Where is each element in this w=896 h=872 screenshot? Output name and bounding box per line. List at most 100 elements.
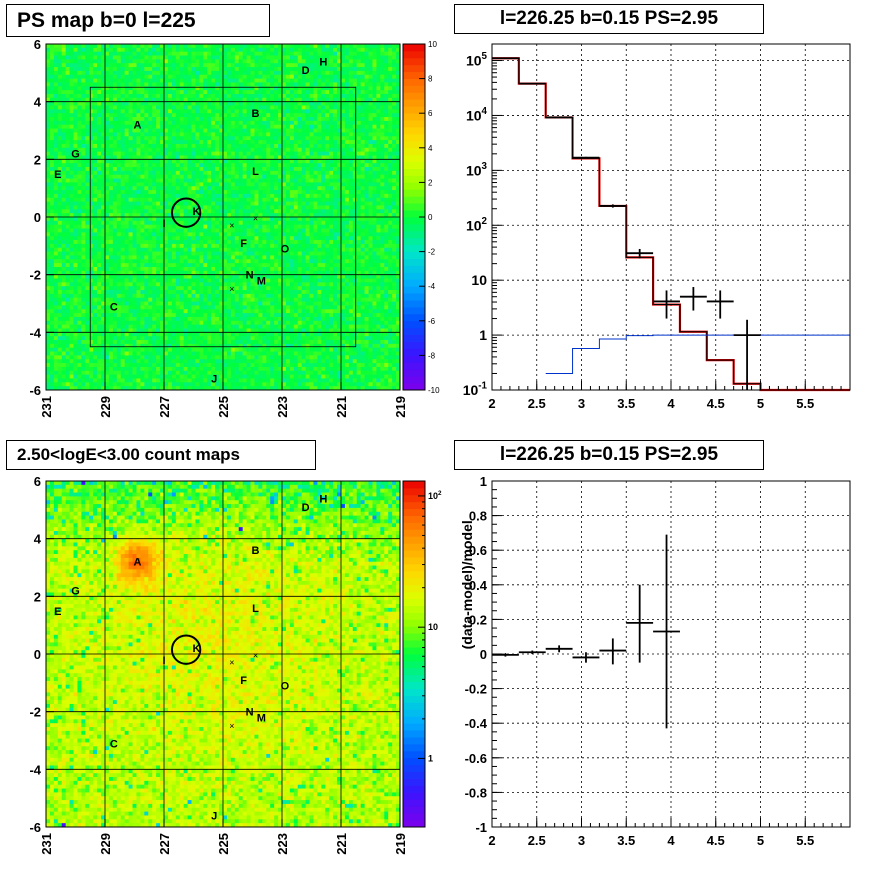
x-tick-label: 5.5	[796, 833, 814, 848]
y-tick-label: 2	[34, 589, 41, 604]
ps-map-colorbar: 10 8 6 4 2 0 -2 -4 -6 -8 -10	[402, 40, 440, 395]
y-tick-label: 4	[34, 95, 42, 110]
x-tick-label: 221	[334, 396, 349, 418]
colorbar-tick-label: 10	[428, 40, 437, 49]
y-tick-label: -0.4	[465, 716, 488, 731]
source-label-E: E	[54, 169, 61, 181]
source-label-I: I	[162, 655, 165, 667]
source-label-H: H	[319, 493, 327, 505]
count-map-coordinate-grid	[46, 481, 400, 827]
x-tick-label: 5	[757, 833, 764, 848]
source-label-D: D	[302, 65, 310, 77]
source-label-N: N	[246, 270, 254, 282]
y-tick-label: -0.8	[465, 785, 487, 800]
source-label-K: K	[192, 206, 200, 218]
source-label-A: A	[133, 120, 141, 132]
colorbar-tick-label: 4	[428, 144, 433, 153]
y-tick-label: 6	[34, 474, 41, 489]
x-tick-label: 2	[488, 833, 495, 848]
source-label-A: A	[133, 557, 141, 569]
source-cross: ×	[253, 213, 258, 223]
y-tick-label: 0	[480, 647, 487, 662]
x-tick-label: 219	[393, 833, 408, 855]
source-cross: ×	[229, 221, 234, 231]
x-tick-label: 227	[157, 833, 172, 855]
colorbar-tick-label: -8	[428, 351, 436, 360]
x-tick-label: 231	[39, 396, 54, 418]
x-tick-label: 223	[275, 396, 290, 418]
count-map-colorbar: 102 10 1	[402, 480, 442, 828]
colorbar-tick-label: -2	[428, 248, 436, 257]
candidate-circle	[170, 197, 202, 228]
x-tick-label: 2.5	[528, 833, 546, 848]
y-tick-label: 0.4	[469, 578, 488, 593]
y-tick-label: 4	[34, 532, 42, 547]
y-tick-label: -6	[29, 820, 41, 835]
x-tick-label: 229	[98, 396, 113, 418]
colorbar-tick-label: -10	[428, 386, 440, 395]
source-label-K: K	[192, 643, 200, 655]
x-tick-label: 227	[157, 396, 172, 418]
model-step-blue	[545, 334, 850, 374]
source-label-F: F	[240, 675, 247, 687]
colorbar-tick-label: 0	[428, 213, 433, 222]
spectrum-title: l=226.25 b=0.15 PS=2.95	[454, 4, 764, 34]
source-label-L: L	[252, 603, 259, 615]
source-label-O: O	[281, 681, 290, 693]
x-tick-label: 221	[334, 833, 349, 855]
y-tick-label: -2	[29, 268, 41, 283]
x-tick-label: 2	[488, 396, 495, 411]
colorbar-tick-label: 6	[428, 109, 433, 118]
y-tick-label: 102	[466, 216, 488, 233]
residual-y-axis-label: (data-model)/model	[459, 520, 475, 649]
y-tick-label: 0.2	[469, 612, 487, 627]
y-tick-label: 104	[466, 106, 488, 123]
source-label-D: D	[302, 502, 310, 514]
y-tick-label: 103	[466, 161, 488, 178]
residual-panel: 2 2.5 3 3.5 4 4.5 5 5.5 1 0.8 0.6 0.4 0.2 0 -0.2 -0.4 -0…	[459, 474, 851, 848]
y-tick-label: 1	[479, 327, 487, 343]
source-label-O: O	[281, 244, 290, 256]
source-label-B: B	[251, 108, 259, 120]
y-tick-label: 6	[34, 37, 41, 52]
source-label-E: E	[54, 606, 61, 618]
y-tick-label: 0.8	[469, 509, 487, 524]
x-tick-label: 3.5	[617, 396, 635, 411]
colorbar-frame	[402, 480, 426, 828]
x-tick-label: 4	[667, 833, 675, 848]
source-cross: ×	[229, 284, 234, 294]
y-tick-label: 10	[471, 272, 487, 288]
y-tick-label: -6	[29, 383, 41, 398]
y-tick-label: 0	[34, 210, 41, 225]
source-label-J: J	[211, 373, 217, 385]
source-label-M: M	[257, 275, 266, 287]
y-tick-label: 10-1	[463, 381, 488, 398]
y-tick-label: -4	[29, 762, 41, 777]
source-label-F: F	[240, 238, 247, 250]
y-tick-label: -1	[475, 820, 487, 835]
colorbar-tick-label: -6	[428, 317, 436, 326]
x-tick-label: 219	[393, 396, 408, 418]
x-tick-label: 3.5	[617, 833, 635, 848]
ps-map-title: PS map b=0 l=225	[6, 4, 270, 37]
colorbar-tick-label: 8	[428, 75, 433, 84]
source-label-G: G	[71, 149, 80, 161]
y-tick-label: 1	[480, 474, 487, 489]
source-label-G: G	[71, 586, 80, 598]
x-tick-label: 5.5	[796, 396, 814, 411]
x-tick-label: 4.5	[707, 833, 725, 848]
source-label-C: C	[110, 301, 118, 313]
colorbar-tick-label: -4	[428, 282, 436, 291]
y-tick-label: -2	[29, 705, 41, 720]
x-tick-label: 5	[757, 396, 764, 411]
colorbar-tick-label: 102	[428, 490, 442, 501]
y-tick-label: 0.6	[469, 543, 487, 558]
y-tick-label: 0	[34, 647, 41, 662]
residual-grid	[491, 480, 850, 828]
colorbar-tick-label: 1	[428, 753, 433, 763]
source-cross: ×	[253, 650, 258, 660]
